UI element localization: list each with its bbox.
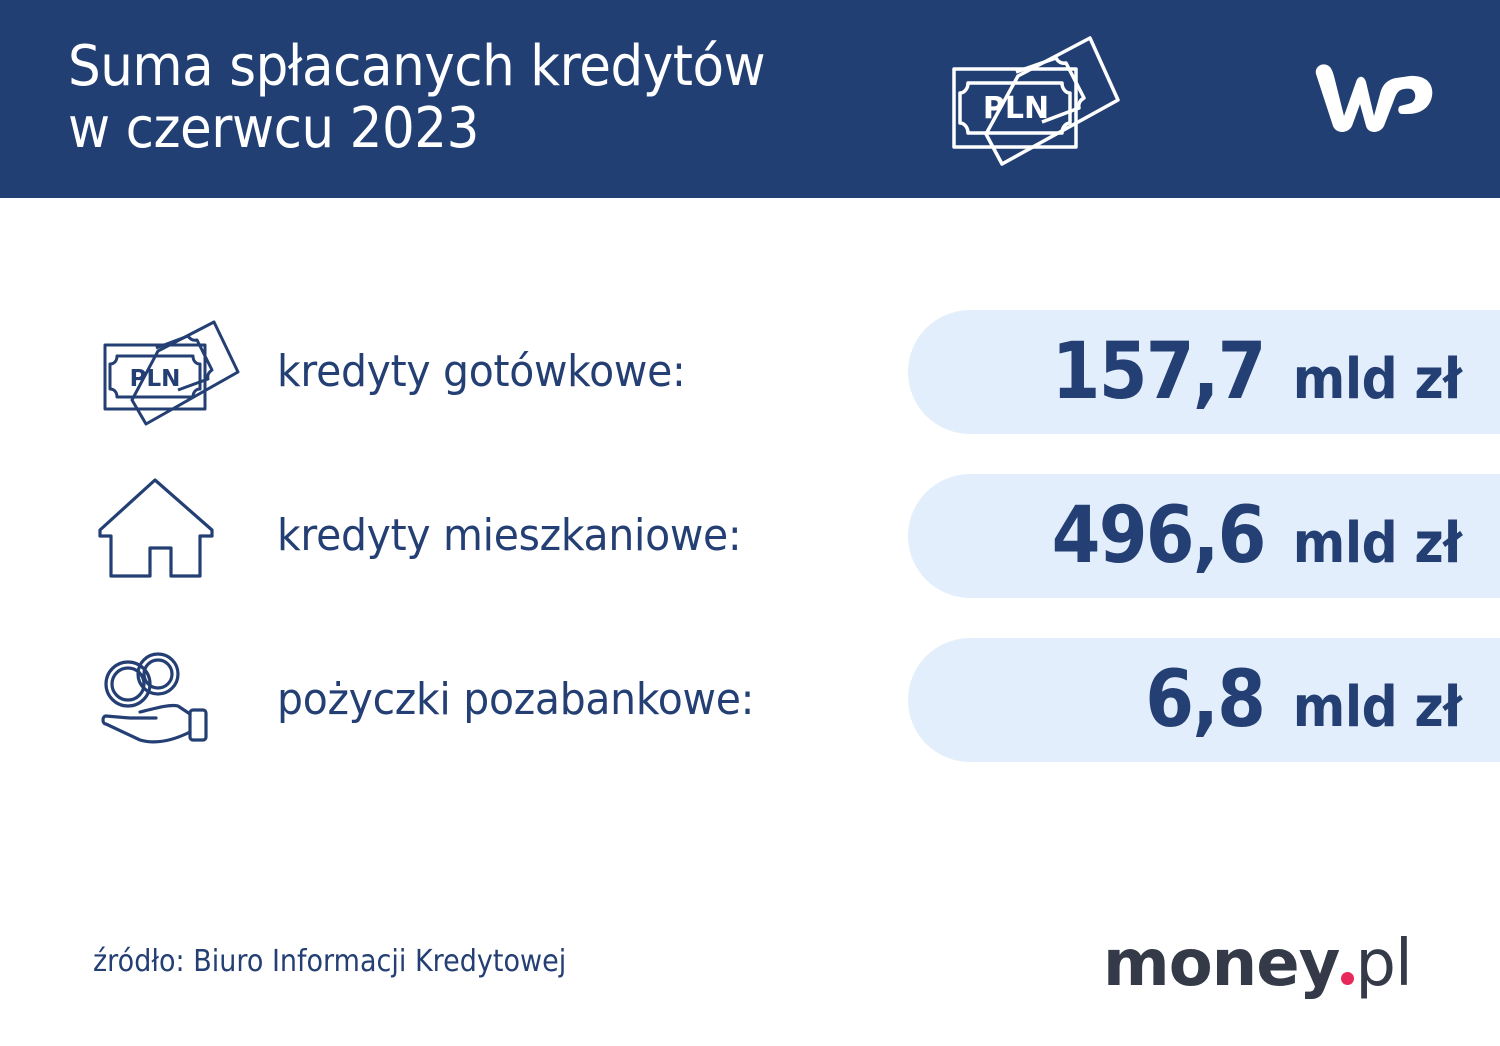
stat-row-non-bank-loans: pożyczki pozabankowe: 6,8 mld zł (0, 638, 1500, 762)
value-number: 6,8 (1145, 655, 1267, 745)
non-bank-loans-value-pill: 6,8 mld zł (908, 638, 1500, 762)
title-line-1: Suma spłacanych kredytów (68, 34, 766, 99)
banknote-pln-icon: PLN (102, 318, 248, 428)
money-pl-logo: money pl (1103, 926, 1413, 1006)
hand-coins-icon (100, 652, 246, 762)
value-unit: mld zł (1293, 675, 1462, 740)
brand-dot (1341, 972, 1355, 985)
cash-loans-value: 157,7 mld zł (1028, 310, 1462, 434)
value-number: 496,6 (1051, 491, 1266, 581)
source-note: źródło: Biuro Informacji Kredytowej (93, 944, 567, 979)
cash-loans-value-pill: 157,7 mld zł (908, 310, 1500, 434)
house-icon (98, 478, 244, 588)
cash-loans-label: kredyty gotówkowe: (277, 346, 686, 397)
brand-tld: pl (1355, 927, 1412, 1001)
brand-name: money (1103, 927, 1340, 1001)
value-unit: mld zł (1293, 511, 1462, 576)
value-number: 157,7 (1051, 327, 1266, 417)
page-title: Suma spłacanych kredytów w czerwcu 2023 (68, 34, 766, 161)
stat-row-cash-loans: PLN kredyty gotówkowe: 157,7 mld zł (0, 310, 1500, 434)
non-bank-loans-value: 6,8 mld zł (1132, 638, 1463, 762)
stat-row-mortgages: kredyty mieszkaniowe: 496,6 mld zł (0, 474, 1500, 598)
non-bank-loans-label: pożyczki pozabankowe: (277, 674, 755, 725)
wp-logo (1312, 62, 1434, 134)
svg-text:PLN: PLN (983, 91, 1049, 126)
mortgages-value-pill: 496,6 mld zł (908, 474, 1500, 598)
svg-text:PLN: PLN (130, 366, 181, 392)
mortgages-label: kredyty mieszkaniowe: (277, 510, 742, 561)
title-line-2: w czerwcu 2023 (68, 96, 479, 161)
value-unit: mld zł (1293, 347, 1462, 412)
header-banner: Suma spłacanych kredytów w czerwcu 2023 … (0, 0, 1500, 198)
mortgages-value: 496,6 mld zł (1028, 474, 1462, 598)
banknote-pln-icon: PLN (950, 36, 1122, 166)
